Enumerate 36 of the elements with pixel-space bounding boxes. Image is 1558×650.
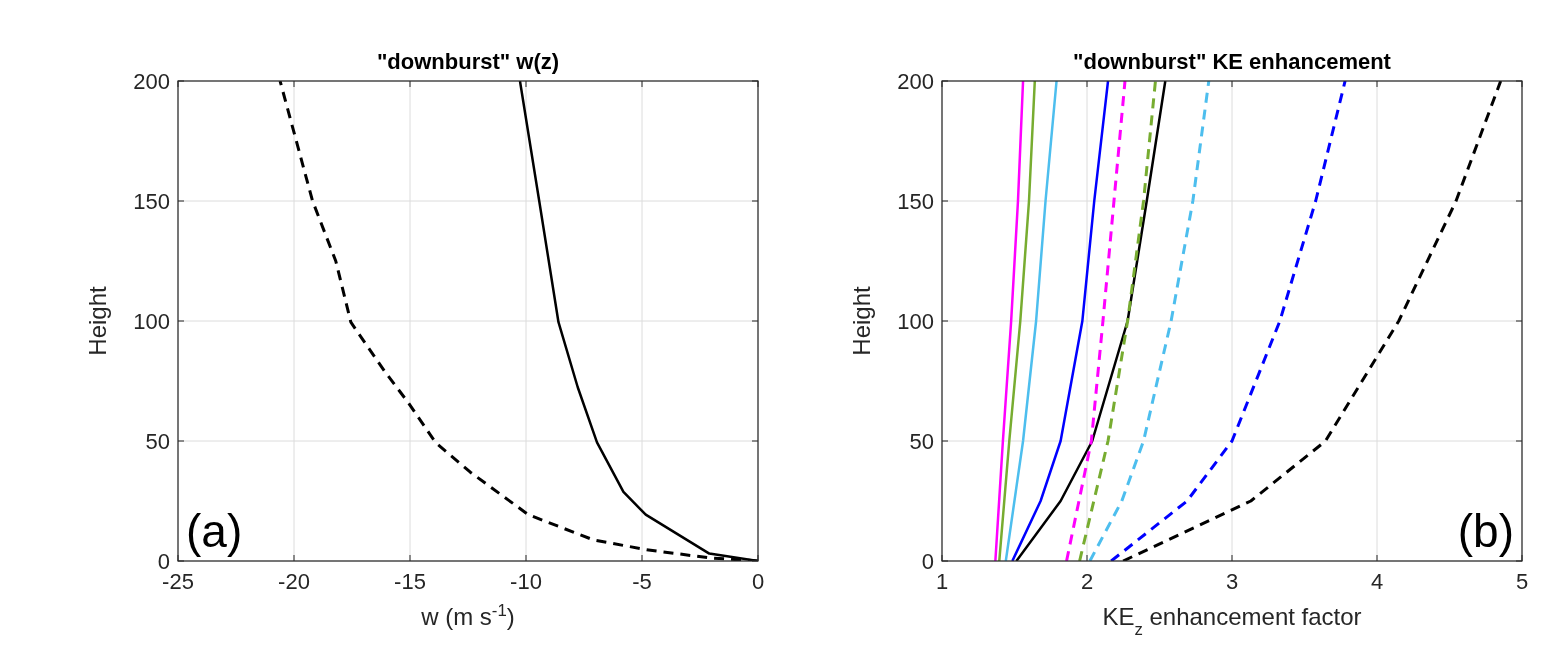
x-tick-label: -15 bbox=[394, 569, 426, 594]
x-tick-label: 1 bbox=[935, 569, 949, 594]
x-tick-label: -20 bbox=[278, 569, 310, 594]
line-series bbox=[1065, 81, 1127, 561]
line-series bbox=[994, 81, 1025, 561]
y-tick-label: 150 bbox=[133, 188, 170, 214]
y-tick-label: 100 bbox=[133, 308, 170, 334]
line-series bbox=[1088, 81, 1211, 561]
x-axis-title: KE$_{z}$ enhancement factor bbox=[1102, 603, 1362, 639]
line-series bbox=[1004, 81, 1058, 561]
y-tick-label: 0 bbox=[921, 548, 934, 574]
y-axis-title: Height bbox=[848, 285, 875, 356]
x-tick-label: 3 bbox=[1225, 569, 1239, 594]
y-tick-label: 200 bbox=[897, 68, 934, 94]
x-tick-label: -10 bbox=[510, 569, 542, 594]
line-series bbox=[1078, 81, 1157, 561]
chart-title: "downburst" w(z) bbox=[376, 49, 560, 74]
x-tick-label: 5 bbox=[1515, 569, 1529, 594]
line-series bbox=[1015, 81, 1167, 561]
annotation: (b) bbox=[1457, 505, 1514, 557]
y-tick-label: 50 bbox=[909, 428, 934, 454]
y-tick-label: 200 bbox=[133, 68, 170, 94]
x-axis-title: w (m s$^{-1}$) bbox=[420, 600, 515, 630]
y-tick-label: 150 bbox=[897, 188, 934, 214]
y-axis-title: Height bbox=[84, 285, 111, 356]
line-series bbox=[1011, 81, 1110, 561]
line-series bbox=[1109, 81, 1347, 561]
y-tick-label: 50 bbox=[145, 428, 170, 454]
x-tick-label: 2 bbox=[1080, 569, 1094, 594]
line-series bbox=[998, 81, 1037, 561]
x-tick-label: 4 bbox=[1370, 569, 1384, 594]
y-tick-label: 100 bbox=[897, 308, 934, 334]
x-tick-label: 0 bbox=[751, 569, 765, 594]
annotation: (a) bbox=[186, 505, 243, 557]
chart-title: "downburst" KE enhancement bbox=[1073, 49, 1392, 74]
x-tick-label: -5 bbox=[632, 569, 652, 594]
